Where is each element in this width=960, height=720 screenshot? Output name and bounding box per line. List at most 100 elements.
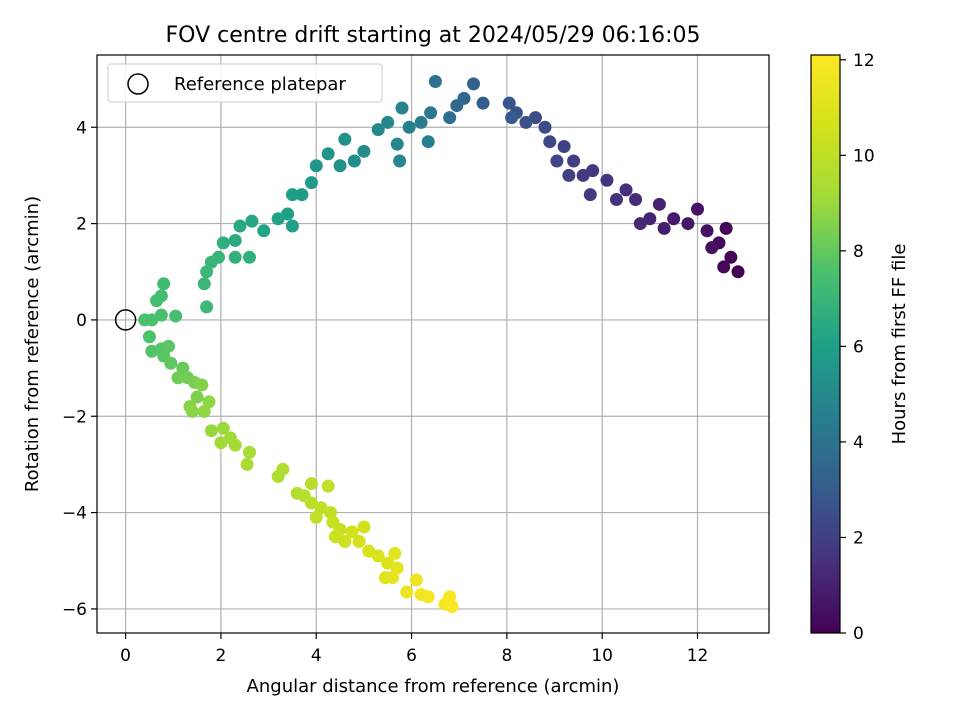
data-point (357, 144, 371, 158)
data-point (371, 549, 385, 563)
data-point (390, 137, 404, 151)
data-point (216, 421, 230, 435)
data-point (633, 217, 647, 231)
data-point (502, 96, 516, 110)
data-point (681, 217, 695, 231)
data-point (240, 457, 254, 471)
data-point (381, 115, 395, 129)
data-point (395, 101, 409, 115)
colorbar-tick-label: 4 (853, 433, 864, 453)
data-point (243, 250, 257, 264)
legend-marker-icon (127, 73, 149, 95)
data-point (309, 159, 323, 173)
data-point (538, 120, 552, 134)
data-point (719, 221, 733, 235)
legend-box (107, 63, 383, 103)
data-point (200, 300, 214, 314)
data-point (414, 115, 428, 129)
x-tick-label: 0 (120, 646, 131, 666)
data-point (550, 154, 564, 168)
data-point (505, 111, 519, 125)
data-point (567, 154, 581, 168)
data-point (157, 277, 171, 291)
data-point (138, 313, 152, 327)
colorbar-tick-label: 8 (853, 242, 864, 262)
legend-entry-reference-platepar: Reference platepar (174, 74, 346, 95)
colorbar-tick-label: 6 (853, 337, 864, 357)
data-point (333, 159, 347, 173)
data-point (717, 260, 731, 274)
data-point (345, 525, 359, 539)
data-point (390, 561, 404, 575)
data-point (285, 188, 299, 202)
data-point (543, 135, 557, 149)
data-point (228, 233, 242, 247)
data-point (467, 77, 481, 91)
data-point (295, 188, 309, 202)
data-point (421, 590, 435, 604)
data-point (557, 140, 571, 154)
data-point (171, 371, 185, 385)
data-point (161, 339, 175, 353)
data-point (197, 404, 211, 418)
data-point (142, 330, 156, 344)
data-point (164, 356, 178, 370)
data-point (424, 106, 438, 120)
plot-background (97, 55, 769, 633)
data-point (321, 147, 335, 161)
data-point (228, 250, 242, 264)
data-point (271, 212, 285, 226)
data-point (691, 202, 705, 216)
y-tick-label: 2 (76, 215, 87, 235)
data-point (243, 445, 257, 459)
data-point (443, 111, 457, 125)
x-axis-label: Angular distance from reference (arcmin) (247, 676, 620, 697)
data-point (388, 547, 402, 561)
x-tick-label: 12 (687, 646, 709, 666)
plot-area: 0 2 4 6 8 10 12 −6 −4 −2 0 2 4 Reference platepar (62, 54, 770, 666)
colorbar: 0 2 4 6 8 10 12 Hours from first FF file (810, 51, 910, 644)
data-point (309, 510, 323, 524)
data-point (619, 183, 633, 197)
colorbar-tick-label: 2 (853, 528, 864, 548)
data-point (276, 462, 290, 476)
data-point (445, 600, 459, 614)
data-point (321, 479, 335, 493)
colorbar-tick-label: 12 (853, 51, 875, 71)
y-tick-label: 4 (76, 118, 87, 138)
data-point (402, 120, 416, 134)
x-tick-label: 10 (591, 646, 613, 666)
data-point (285, 219, 299, 233)
colorbar-tick-label: 0 (853, 624, 864, 644)
data-point (600, 173, 614, 187)
data-point (667, 212, 681, 226)
x-tick-label: 4 (311, 646, 322, 666)
data-point (202, 395, 216, 409)
y-tick-label: −6 (62, 600, 87, 620)
data-point (409, 573, 423, 587)
data-point (450, 99, 464, 113)
data-point (214, 436, 228, 450)
data-point (352, 534, 366, 548)
y-axis-ticks: −6 −4 −2 0 2 4 (62, 118, 97, 620)
legend: Reference platepar (107, 63, 383, 103)
scatter-points (138, 74, 745, 614)
data-point (185, 404, 199, 418)
data-point (204, 255, 218, 269)
data-point (357, 520, 371, 534)
data-point (583, 188, 597, 202)
data-point (700, 224, 714, 238)
data-point (629, 193, 643, 206)
grid (97, 55, 769, 633)
data-point (519, 115, 533, 129)
data-point (385, 571, 399, 585)
data-point (576, 168, 590, 182)
data-point (609, 193, 623, 206)
data-point (204, 424, 218, 438)
colorbar-tick-label: 10 (853, 146, 875, 166)
x-tick-label: 6 (406, 646, 417, 666)
x-axis-ticks: 0 2 4 6 8 10 12 (120, 633, 708, 666)
y-tick-label: −2 (62, 407, 87, 427)
colorbar-ticks: 0 2 4 6 8 10 12 (840, 51, 875, 644)
